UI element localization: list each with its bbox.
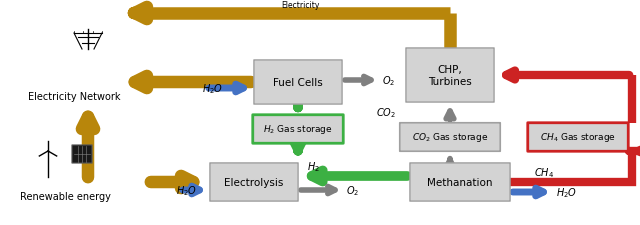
Text: $O_2$: $O_2$ (346, 183, 359, 197)
Text: $CO_2$ Gas storage: $CO_2$ Gas storage (412, 131, 488, 144)
Text: Electrolysis: Electrolysis (224, 177, 284, 187)
Text: $CH_4$ Gas storage: $CH_4$ Gas storage (540, 131, 616, 144)
FancyBboxPatch shape (253, 115, 343, 144)
Text: Fuel Cells: Fuel Cells (273, 78, 323, 88)
Text: Electricity Network: Electricity Network (28, 92, 120, 101)
FancyBboxPatch shape (210, 163, 298, 201)
FancyBboxPatch shape (72, 145, 92, 163)
Text: $H_2$: $H_2$ (307, 159, 319, 173)
FancyBboxPatch shape (254, 61, 342, 105)
Text: CHP,
Turbines: CHP, Turbines (428, 65, 472, 86)
Text: $O_2$: $O_2$ (382, 74, 396, 88)
Text: $H_2O$: $H_2O$ (556, 185, 577, 199)
FancyBboxPatch shape (410, 163, 510, 201)
Text: Methanation: Methanation (428, 177, 493, 187)
Text: Renewable energy: Renewable energy (20, 191, 111, 201)
Text: $H_2$ Gas storage: $H_2$ Gas storage (263, 123, 333, 136)
Text: $CO_2$: $CO_2$ (376, 106, 396, 120)
FancyBboxPatch shape (400, 123, 500, 152)
FancyBboxPatch shape (406, 49, 494, 103)
Text: $H_2O$: $H_2O$ (202, 82, 223, 95)
Text: Electricity: Electricity (281, 1, 319, 10)
Text: $H_2O$: $H_2O$ (176, 183, 197, 197)
FancyBboxPatch shape (528, 123, 628, 152)
Text: $CH_4$: $CH_4$ (534, 165, 554, 179)
